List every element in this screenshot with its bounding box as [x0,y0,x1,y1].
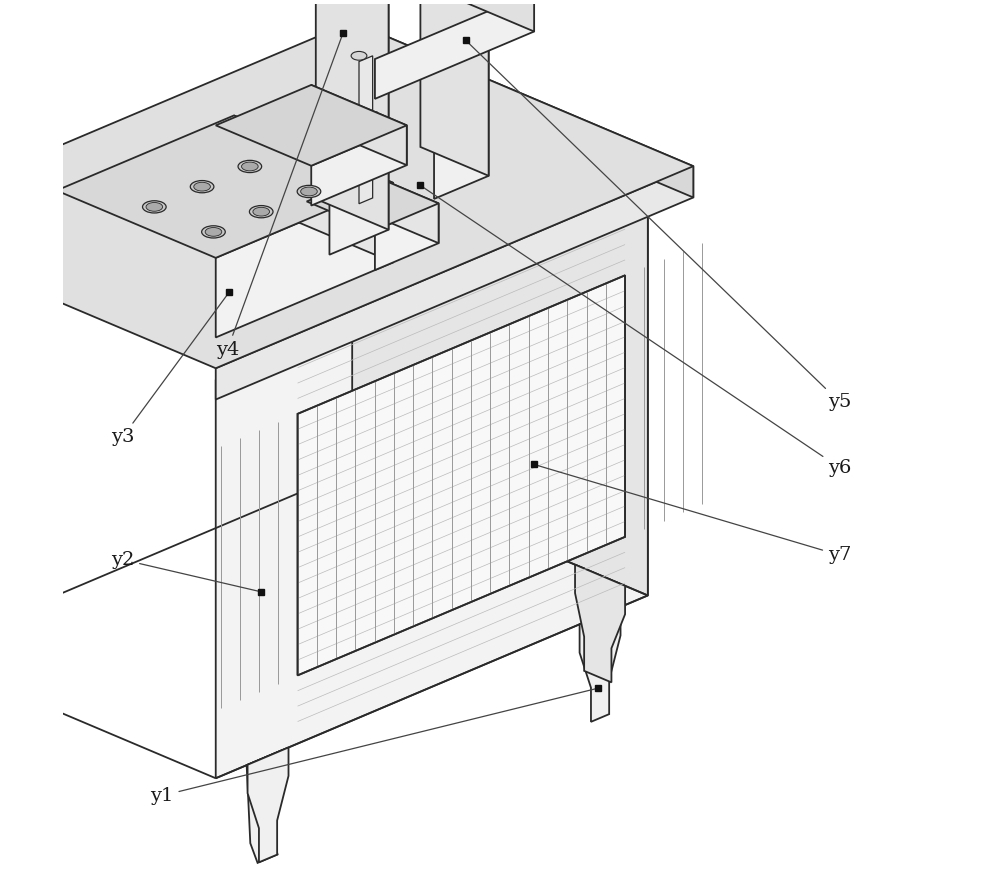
Polygon shape [311,125,407,206]
Polygon shape [216,183,393,337]
Ellipse shape [143,200,166,213]
Ellipse shape [146,202,163,211]
Text: y2: y2 [111,551,259,592]
Polygon shape [580,607,621,721]
Polygon shape [311,85,407,165]
Polygon shape [307,175,439,230]
Polygon shape [216,85,407,166]
Polygon shape [316,0,389,230]
Ellipse shape [205,228,222,237]
Polygon shape [434,0,489,199]
Polygon shape [352,22,693,198]
Text: y5: y5 [468,42,851,411]
Polygon shape [216,198,648,778]
Ellipse shape [297,185,321,198]
Ellipse shape [194,182,210,191]
Ellipse shape [202,226,225,238]
Polygon shape [248,747,289,863]
Polygon shape [247,750,283,863]
Ellipse shape [253,208,270,216]
Text: y6: y6 [423,187,851,477]
Polygon shape [57,116,393,258]
Ellipse shape [190,180,214,192]
Text: y1: y1 [150,689,595,804]
Polygon shape [375,0,534,99]
Polygon shape [234,116,393,262]
Polygon shape [370,175,439,243]
Polygon shape [379,482,420,597]
Polygon shape [329,0,389,254]
Ellipse shape [351,51,367,60]
Ellipse shape [301,187,317,196]
Text: y7: y7 [537,465,851,564]
Ellipse shape [249,206,273,218]
Polygon shape [359,56,373,204]
Polygon shape [375,203,439,270]
Polygon shape [575,564,625,683]
Polygon shape [0,22,693,368]
Polygon shape [352,112,377,133]
Text: y3: y3 [111,294,228,446]
Ellipse shape [242,162,258,170]
Polygon shape [420,0,489,176]
Ellipse shape [238,161,262,172]
Polygon shape [352,72,648,595]
Polygon shape [216,166,693,399]
Polygon shape [298,275,625,675]
Text: y4: y4 [216,35,342,358]
Polygon shape [443,0,534,32]
